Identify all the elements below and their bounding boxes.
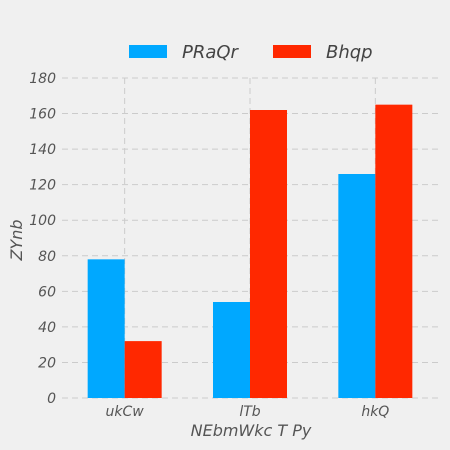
- y-tick-label: 180: [29, 71, 56, 87]
- legend-swatch: [273, 45, 311, 58]
- legend: PRaQr Bhqp: [129, 42, 373, 63]
- bar-PRaQr-ukCw: [87, 259, 125, 398]
- x-tick-labels: ukCw lTb hkQ: [106, 404, 390, 420]
- x-tick-label: lTb: [239, 404, 260, 420]
- legend-label: Bhqp: [326, 42, 373, 63]
- y-tick-labels: 0 20 40 60 80 100 120 140 160 180: [29, 71, 56, 407]
- y-tick-label: 100: [29, 213, 56, 229]
- x-tick-label: hkQ: [361, 404, 389, 420]
- legend-label: PRaQr: [182, 42, 240, 63]
- bars: [87, 104, 413, 399]
- bar-Bhqp-hkQ: [375, 104, 413, 399]
- bar-PRaQr-hkQ: [338, 174, 376, 398]
- x-tick-label: ukCw: [106, 404, 145, 420]
- bar-Bhqp-ukCw: [124, 341, 162, 398]
- x-axis-label: NEbmWkc T Py: [191, 421, 312, 440]
- legend-swatch: [129, 45, 167, 58]
- bar-PRaQr-lTb: [213, 302, 250, 398]
- y-tick-label: 0: [47, 391, 56, 407]
- y-tick-label: 160: [29, 107, 56, 123]
- y-tick-label: 80: [38, 249, 56, 265]
- y-tick-label: 40: [38, 320, 56, 336]
- y-tick-label: 140: [29, 142, 56, 158]
- y-tick-label: 20: [38, 355, 56, 371]
- y-axis-label: ZYnb: [7, 219, 26, 261]
- bar-Bhqp-lTb: [250, 110, 287, 398]
- y-tick-label: 60: [38, 284, 56, 300]
- y-tick-label: 120: [29, 178, 56, 194]
